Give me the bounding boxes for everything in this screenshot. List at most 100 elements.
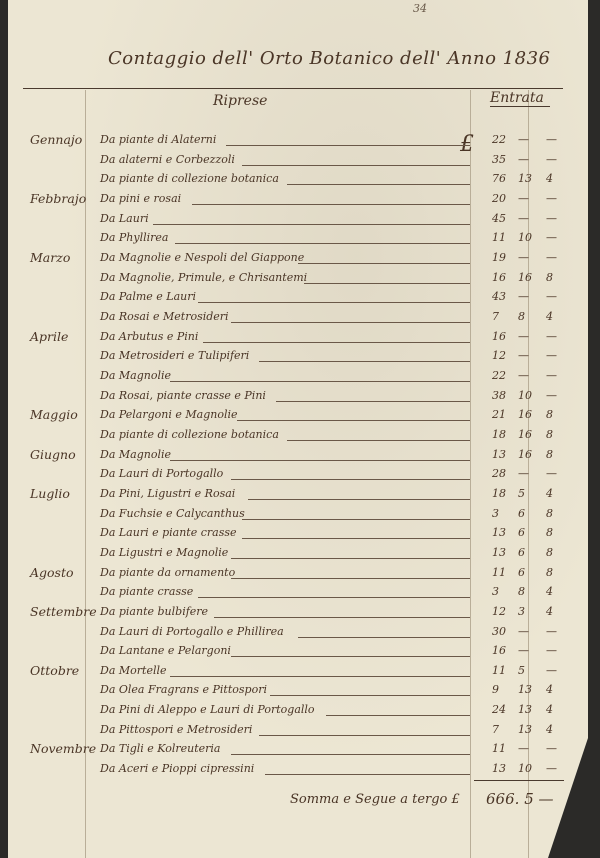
entry-rule — [242, 518, 470, 520]
entry-rule — [231, 656, 470, 658]
entry-rule — [203, 341, 470, 343]
entry-description: Da Metrosideri e Tulipiferi — [100, 349, 250, 363]
amount-soldi: — — [518, 742, 529, 756]
month-label: Marzo — [30, 249, 71, 265]
entry-description: Da Phyllirea — [100, 231, 169, 245]
amount-soldi: — — [518, 467, 529, 481]
amount-denari: 4 — [546, 703, 553, 717]
entry-description: Da Pelargoni e Magnolie — [100, 408, 238, 422]
ledger-row: Da Phyllirea 11 10 — — [8, 230, 600, 250]
amount-denari: 4 — [546, 722, 553, 736]
entry-rule — [231, 479, 470, 481]
amount-denari: — — [546, 231, 557, 245]
amount-denari: 8 — [546, 447, 553, 461]
amount-lire: 21 — [492, 408, 506, 422]
entry-description: Da Lauri di Portogallo — [100, 467, 224, 481]
entry-description: Da piante di Alaterni — [100, 133, 217, 146]
month-label: Gennajo — [30, 132, 83, 147]
title-rule — [23, 88, 563, 89]
amount-soldi: 10 — [518, 388, 532, 402]
ledger-row: Ottobre Da Mortelle 11 5 — — [8, 663, 600, 683]
amount-soldi: 6 — [518, 526, 525, 540]
ledger-row: Da piante crasse 3 8 4 — [8, 584, 600, 604]
entry-rule — [298, 636, 470, 638]
entry-rule — [248, 498, 470, 500]
amount-denari: — — [546, 133, 557, 146]
ledger-row: Novembre Da Tigli e Kolreuteria 11 — — — [8, 741, 600, 761]
entry-description: Da Fuchsie e Calycanthus — [100, 506, 245, 520]
amount-soldi: 5 — [518, 486, 525, 500]
amount-lire: 18 — [492, 427, 506, 441]
entry-description: Da Mortelle — [100, 663, 167, 677]
ledger-row: Febbrajo Da pini e rosai 20 — — — [8, 191, 600, 211]
amount-denari: — — [546, 290, 557, 304]
ledger-row: Agosto Da piante da ornamento 11 6 8 — [8, 565, 600, 585]
amount-column-line — [470, 90, 471, 858]
amount-denari: 8 — [546, 427, 553, 441]
amount-soldi: — — [518, 152, 529, 166]
amount-lire: 13 — [492, 447, 506, 461]
entry-description: Da Lauri — [100, 211, 149, 225]
amount-denari: — — [546, 211, 557, 225]
amount-lire: 11 — [492, 742, 506, 756]
amount-soldi: — — [518, 329, 529, 343]
ledger-row: Da Rosai e Metrosideri 7 8 4 — [8, 309, 600, 329]
page-number: 34 — [413, 2, 427, 15]
amount-lire: 12 — [492, 604, 506, 618]
amount-denari: — — [546, 388, 557, 402]
ledger-row: Maggio Da Pelargoni e Magnolie 21 16 8 — [8, 407, 600, 427]
entry-description: Da Tigli e Kolreuteria — [100, 742, 221, 756]
month-label: Settembre — [30, 603, 97, 619]
entry-description: Da Arbutus e Pini — [100, 329, 199, 343]
amount-lire: 28 — [492, 467, 506, 481]
entry-rule — [276, 400, 470, 402]
entry-description: Da Lauri di Portogallo e Phillirea — [100, 624, 284, 638]
entry-description: Da Magnolie e Nespoli del Giappone — [100, 250, 305, 264]
amount-lire: 13 — [492, 762, 506, 776]
ledger-row: Luglio Da Pini, Ligustri e Rosai 18 5 4 — [8, 486, 600, 506]
entry-description: Da piante crasse — [100, 585, 194, 599]
amount-denari: 4 — [546, 172, 553, 186]
entry-rule — [259, 361, 470, 363]
entry-rule — [197, 302, 470, 304]
amount-lire: 7 — [492, 309, 499, 323]
entry-description: Da pini e rosai — [100, 191, 182, 205]
amount-soldi: — — [518, 290, 529, 304]
entry-description: Da Palme e Lauri — [100, 290, 197, 304]
amount-soldi: 6 — [518, 565, 525, 579]
amount-soldi: 16 — [518, 447, 532, 461]
amount-denari: — — [546, 368, 557, 382]
month-label: Novembre — [30, 741, 97, 757]
ledger-row: Da Rosai, piante crasse e Pini 38 10 — — [8, 388, 600, 408]
amount-soldi: 16 — [518, 408, 532, 422]
month-label: Ottobre — [30, 662, 80, 678]
amount-soldi: — — [518, 133, 529, 146]
ledger-row: Da Magnolie, Primule, e Chrisantemi 16 16 8 — [8, 270, 600, 290]
entry-rule — [304, 282, 470, 284]
ledger-row: Da Lauri di Portogallo e Phillirea 30 — — — [8, 624, 600, 644]
entry-rule — [298, 262, 470, 264]
amount-lire: 35 — [492, 152, 506, 166]
total-soldi: 5 — [524, 790, 534, 808]
amount-denari: — — [546, 329, 557, 343]
entry-rule — [169, 380, 470, 382]
entry-description: Da piante bulbifere — [100, 604, 209, 618]
amount-lire: 30 — [492, 624, 506, 638]
amount-soldi: 6 — [518, 545, 525, 559]
amount-soldi: 10 — [518, 762, 532, 776]
entry-rule — [231, 321, 470, 323]
amount-denari: 4 — [546, 309, 553, 323]
amount-soldi: 6 — [518, 506, 525, 520]
amount-lire: 13 — [492, 526, 506, 540]
currency-symbol: £ — [460, 132, 474, 157]
entry-description: Da Rosai, piante crasse e Pini — [100, 388, 266, 402]
entry-rule — [264, 774, 470, 776]
amount-denari: — — [546, 191, 557, 205]
entry-rule — [169, 675, 470, 677]
ledger-row: Da Fuchsie e Calycanthus 3 6 8 — [8, 506, 600, 526]
amount-denari: 8 — [546, 270, 553, 284]
amount-lire: 38 — [492, 388, 506, 402]
ledger-row: Da Magnolie 22 — — — [8, 368, 600, 388]
soldi-column-line — [528, 90, 529, 858]
amount-soldi: 10 — [518, 231, 532, 245]
